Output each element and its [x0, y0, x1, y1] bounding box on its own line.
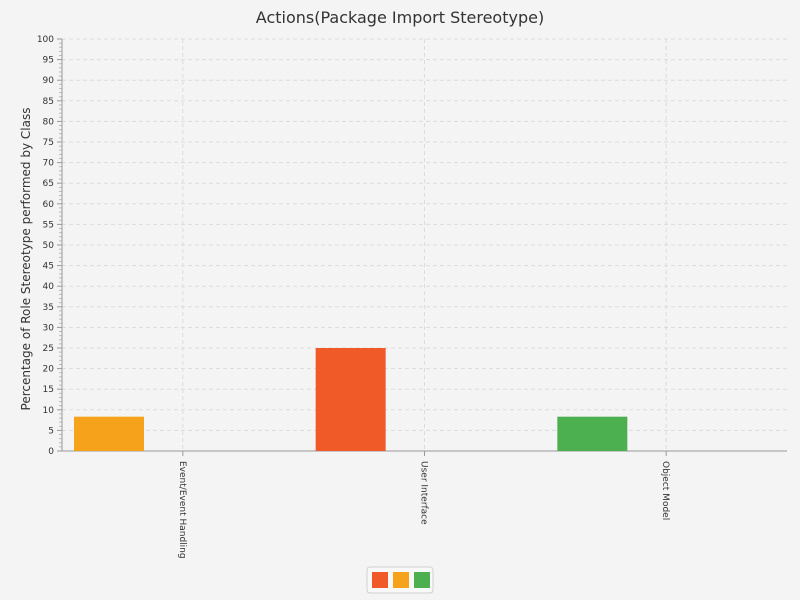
chart-title: Actions(Package Import Stereotype)	[256, 8, 544, 27]
y-tick-label: 65	[43, 179, 54, 189]
y-tick-label: 70	[43, 159, 55, 169]
y-tick-label: 30	[43, 323, 55, 333]
y-tick-label: 35	[43, 303, 54, 313]
y-tick-label: 95	[43, 56, 54, 66]
y-tick-label: 0	[48, 447, 54, 457]
y-tick-label: 80	[43, 117, 55, 127]
x-category-label: Object Model	[660, 461, 670, 520]
y-tick-label: 55	[43, 220, 54, 230]
y-tick-label: 75	[43, 138, 54, 148]
y-axis-title: Percentage of Role Stereotype performed …	[19, 108, 33, 411]
legend-swatch	[372, 572, 388, 588]
legend-swatch	[393, 572, 409, 588]
y-tick-label: 50	[43, 241, 55, 251]
y-tick-label: 45	[43, 262, 54, 272]
y-tick-label: 10	[43, 406, 55, 416]
y-tick-label: 5	[48, 426, 54, 436]
y-tick-label: 20	[43, 365, 55, 375]
bar	[557, 416, 628, 451]
bar	[74, 416, 144, 451]
y-tick-label: 90	[43, 76, 55, 86]
y-tick-label: 25	[43, 344, 54, 354]
y-tick-label: 15	[43, 385, 54, 395]
x-category-label: Event/Event Handling	[177, 461, 187, 559]
y-tick-label: 85	[43, 97, 54, 107]
bar	[315, 348, 386, 451]
axes: 0 5 10 15 20 25 30 35 40 45 50 55 60 65 70 75 80 85 90 95 10…	[37, 35, 787, 559]
y-tick-label: 100	[37, 35, 54, 45]
grid	[62, 38, 787, 451]
bars	[74, 348, 628, 451]
x-category-label: User Interface	[419, 461, 429, 525]
legend-swatch	[414, 572, 430, 588]
y-tick-label: 40	[43, 282, 55, 292]
y-tick-label: 60	[43, 200, 55, 210]
legend	[366, 566, 434, 594]
